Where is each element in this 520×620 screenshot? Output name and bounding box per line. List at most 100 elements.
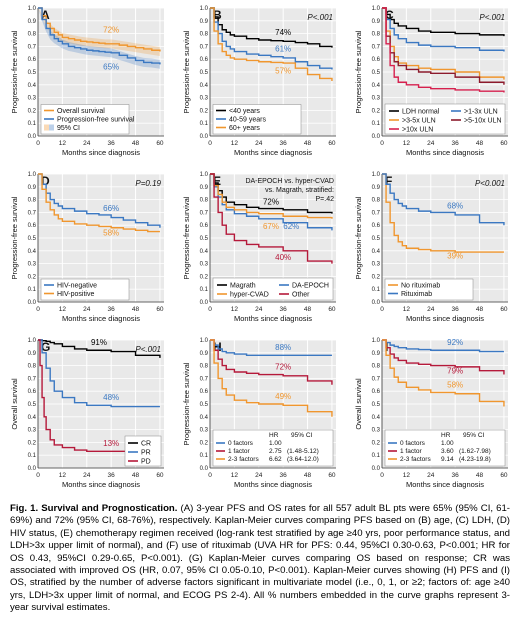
- legend-label: 95% CI: [57, 125, 80, 132]
- legend-label: >10x ULN: [402, 127, 433, 134]
- x-tick-label: 0: [36, 306, 40, 313]
- survival-curve: [210, 7, 333, 81]
- y-tick-label: 0.0: [200, 134, 209, 140]
- y-tick-label: 0.5: [28, 70, 37, 76]
- y-tick-label: 0.4: [28, 415, 37, 421]
- y-tick-label: 0.0: [372, 300, 381, 306]
- y-tick-label: 0.8: [372, 32, 381, 38]
- x-tick-label: 60: [156, 140, 164, 147]
- y-tick-label: 0.6: [372, 389, 381, 395]
- x-tick-label: 48: [476, 306, 484, 313]
- x-axis-label: Months since diagnosis: [234, 480, 312, 489]
- y-tick-label: 0.3: [200, 96, 209, 102]
- percent-label: 67%: [263, 222, 279, 231]
- y-tick-label: 0.8: [200, 198, 209, 204]
- y-tick-label: 0.6: [200, 223, 209, 229]
- percent-label: 48%: [103, 393, 119, 402]
- y-tick-label: 0.0: [372, 134, 381, 140]
- percent-label: 91%: [91, 338, 107, 347]
- y-axis-label: Overall survival: [354, 378, 363, 430]
- survival-curve: [210, 173, 333, 219]
- x-tick-label: 36: [280, 472, 288, 479]
- x-tick-label: 36: [452, 306, 460, 313]
- percent-label: 68%: [447, 202, 463, 211]
- y-axis-label: Progression-free survival: [10, 30, 19, 113]
- y-tick-label: 0.2: [372, 274, 381, 280]
- x-tick-label: 48: [132, 140, 140, 147]
- x-axis-label: Months since diagnosis: [406, 480, 484, 489]
- ci-value: (4.23-19.8): [459, 456, 491, 463]
- x-axis-label: Months since diagnosis: [234, 314, 312, 323]
- survival-figure: 0 12 24 36 48 60 0.0 0.1 0.2 0.3 0.4 0.5 0.6 0.7 0.8 0.…: [10, 6, 508, 489]
- hr-value: 1.00: [269, 440, 282, 447]
- y-tick-label: 0.6: [28, 389, 37, 395]
- x-tick-label: 12: [403, 306, 411, 313]
- x-tick-label: 24: [83, 140, 91, 147]
- survival-curve: [38, 7, 161, 52]
- y-tick-label: 0.2: [200, 274, 209, 280]
- y-tick-label: 0.1: [28, 121, 37, 127]
- x-tick-label: 48: [132, 472, 140, 479]
- x-tick-label: 48: [132, 306, 140, 313]
- percent-label: 39%: [447, 251, 463, 260]
- y-tick-label: 0.5: [28, 236, 37, 242]
- x-tick-label: 36: [280, 306, 288, 313]
- percent-label: 40%: [275, 253, 291, 262]
- percent-label: 49%: [275, 392, 291, 401]
- x-tick-label: 60: [328, 140, 336, 147]
- survival-curve: [38, 173, 160, 233]
- p-value-label: P=0.19: [135, 179, 161, 188]
- percent-label: 92%: [447, 338, 463, 347]
- x-tick-label: 12: [59, 140, 67, 147]
- legend-label: Magrath: [230, 283, 256, 290]
- survival-curve: [38, 7, 161, 65]
- survival-curve: [38, 339, 161, 358]
- x-tick-label: 12: [59, 472, 67, 479]
- hr-value: 3.60: [441, 448, 454, 455]
- y-tick-label: 0.4: [28, 249, 37, 255]
- survival-curve: [38, 339, 160, 456]
- y-tick-label: 0.5: [372, 402, 381, 408]
- annotation-line: DA-EPOCH vs. hyper-CVAD: [245, 178, 334, 185]
- y-tick-label: 0.5: [200, 402, 209, 408]
- x-tick-label: 0: [36, 140, 40, 147]
- y-tick-label: 0.0: [200, 300, 209, 306]
- x-tick-label: 0: [380, 472, 384, 479]
- y-tick-label: 0.5: [200, 236, 209, 242]
- y-tick-label: 1.0: [28, 338, 37, 344]
- legend-label: PR: [141, 450, 151, 457]
- percent-label: 72%: [275, 362, 291, 371]
- legend-box: [40, 104, 130, 135]
- y-tick-label: 0.4: [200, 249, 209, 255]
- y-tick-label: 0.9: [28, 185, 37, 191]
- legend-label: 40-59 years: [229, 117, 266, 124]
- y-tick-label: 0.2: [28, 440, 37, 446]
- y-tick-label: 1.0: [200, 6, 209, 12]
- y-tick-label: 1.0: [200, 172, 209, 178]
- x-tick-label: 36: [452, 472, 460, 479]
- x-tick-label: 48: [304, 306, 312, 313]
- survival-curve: [382, 7, 505, 37]
- y-tick-label: 0.0: [28, 466, 37, 472]
- y-tick-label: 0.8: [372, 198, 381, 204]
- x-tick-label: 24: [83, 472, 91, 479]
- x-tick-label: 36: [108, 140, 116, 147]
- annotation-line: vs. Magrath, stratified:: [265, 187, 334, 194]
- x-axis-label: Months since diagnosis: [62, 148, 140, 157]
- chart-panel-h: 0 12 24 36 48 60 0.0 0.1 0.2 0.3 0.4 0.5 0.6 0.7 0.8 0.…: [182, 338, 336, 489]
- legend-box: [212, 277, 334, 301]
- chart-panel-a: 0 12 24 36 48 60 0.0 0.1 0.2 0.3 0.4 0.5 0.6 0.7 0.8 0.…: [10, 6, 164, 157]
- x-axis-label: Months since diagnosis: [406, 148, 484, 157]
- y-tick-label: 0.7: [28, 210, 37, 216]
- percent-label: 66%: [103, 204, 119, 213]
- ci-value: (1.62-7.98): [459, 448, 491, 455]
- x-tick-label: 24: [427, 306, 435, 313]
- x-tick-label: 12: [403, 140, 411, 147]
- legend-label: 0 factors: [228, 440, 254, 447]
- legend-box: [384, 429, 506, 467]
- y-tick-label: 0.7: [28, 44, 37, 50]
- y-tick-label: 0.1: [372, 287, 381, 293]
- y-tick-label: 0.0: [372, 466, 381, 472]
- x-tick-label: 60: [328, 306, 336, 313]
- x-axis-label: Months since diagnosis: [62, 480, 140, 489]
